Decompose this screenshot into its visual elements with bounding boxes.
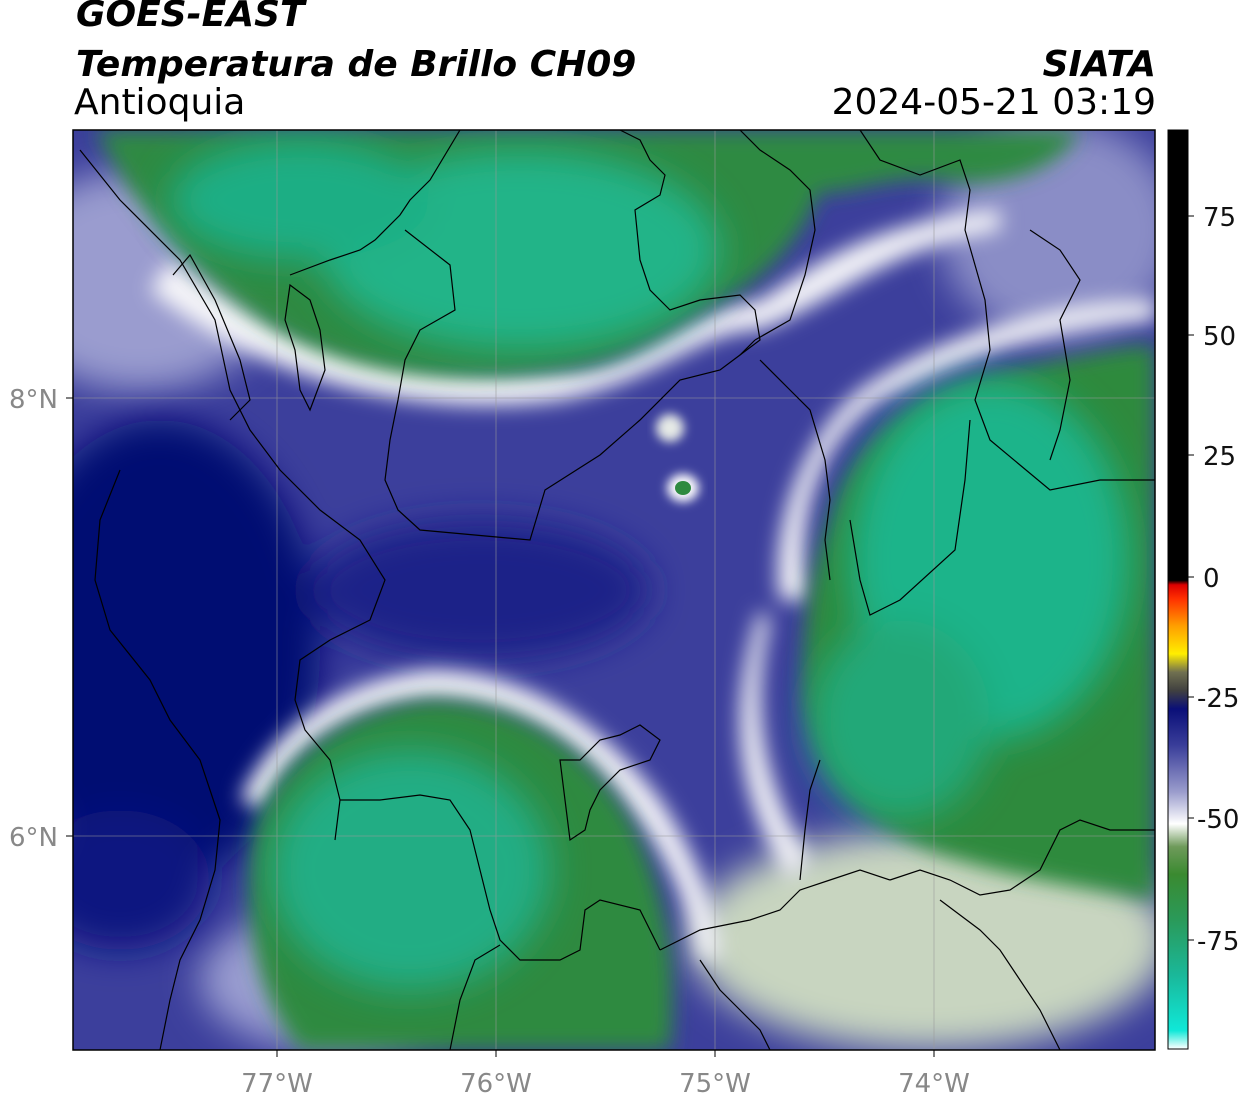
colorbar-tick-label: 25 <box>1203 442 1236 472</box>
region-label: Antioquia <box>74 82 246 123</box>
x-tick-label: 74°W <box>898 1069 970 1099</box>
product-title: Temperatura de Brillo CH09 <box>76 44 637 85</box>
colorbar-tick-label: 50 <box>1203 322 1236 352</box>
x-tick-label: 76°W <box>460 1069 532 1099</box>
colorbar-tick-label: -25 <box>1197 684 1239 714</box>
colorbar-tick-label: 0 <box>1203 564 1220 594</box>
map-frame <box>72 129 1156 1051</box>
colorbar-gradient <box>1168 130 1188 1049</box>
organization-label: SIATA <box>1042 44 1156 85</box>
graticule <box>73 130 1155 1050</box>
admin-boundaries <box>79 130 1155 1050</box>
axis-ticks <box>66 397 935 1057</box>
colorbar-tick-label: -50 <box>1197 805 1239 835</box>
satellite-title: GOES-EAST <box>76 0 305 35</box>
colorbar-tick-label: 75 <box>1203 203 1236 233</box>
x-tick-label: 75°W <box>679 1069 751 1099</box>
y-tick-label: 6°N <box>9 823 58 853</box>
datetime-label: 2024-05-21 03:19 <box>831 82 1156 123</box>
y-tick-label: 8°N <box>9 385 58 415</box>
x-tick-label: 77°W <box>241 1069 313 1099</box>
colorbar: 75 50 25 0 -25 -50 -75 <box>1167 129 1239 1050</box>
satellite-imagery <box>73 130 1155 1050</box>
colorbar-tick-label: -75 <box>1197 927 1239 957</box>
